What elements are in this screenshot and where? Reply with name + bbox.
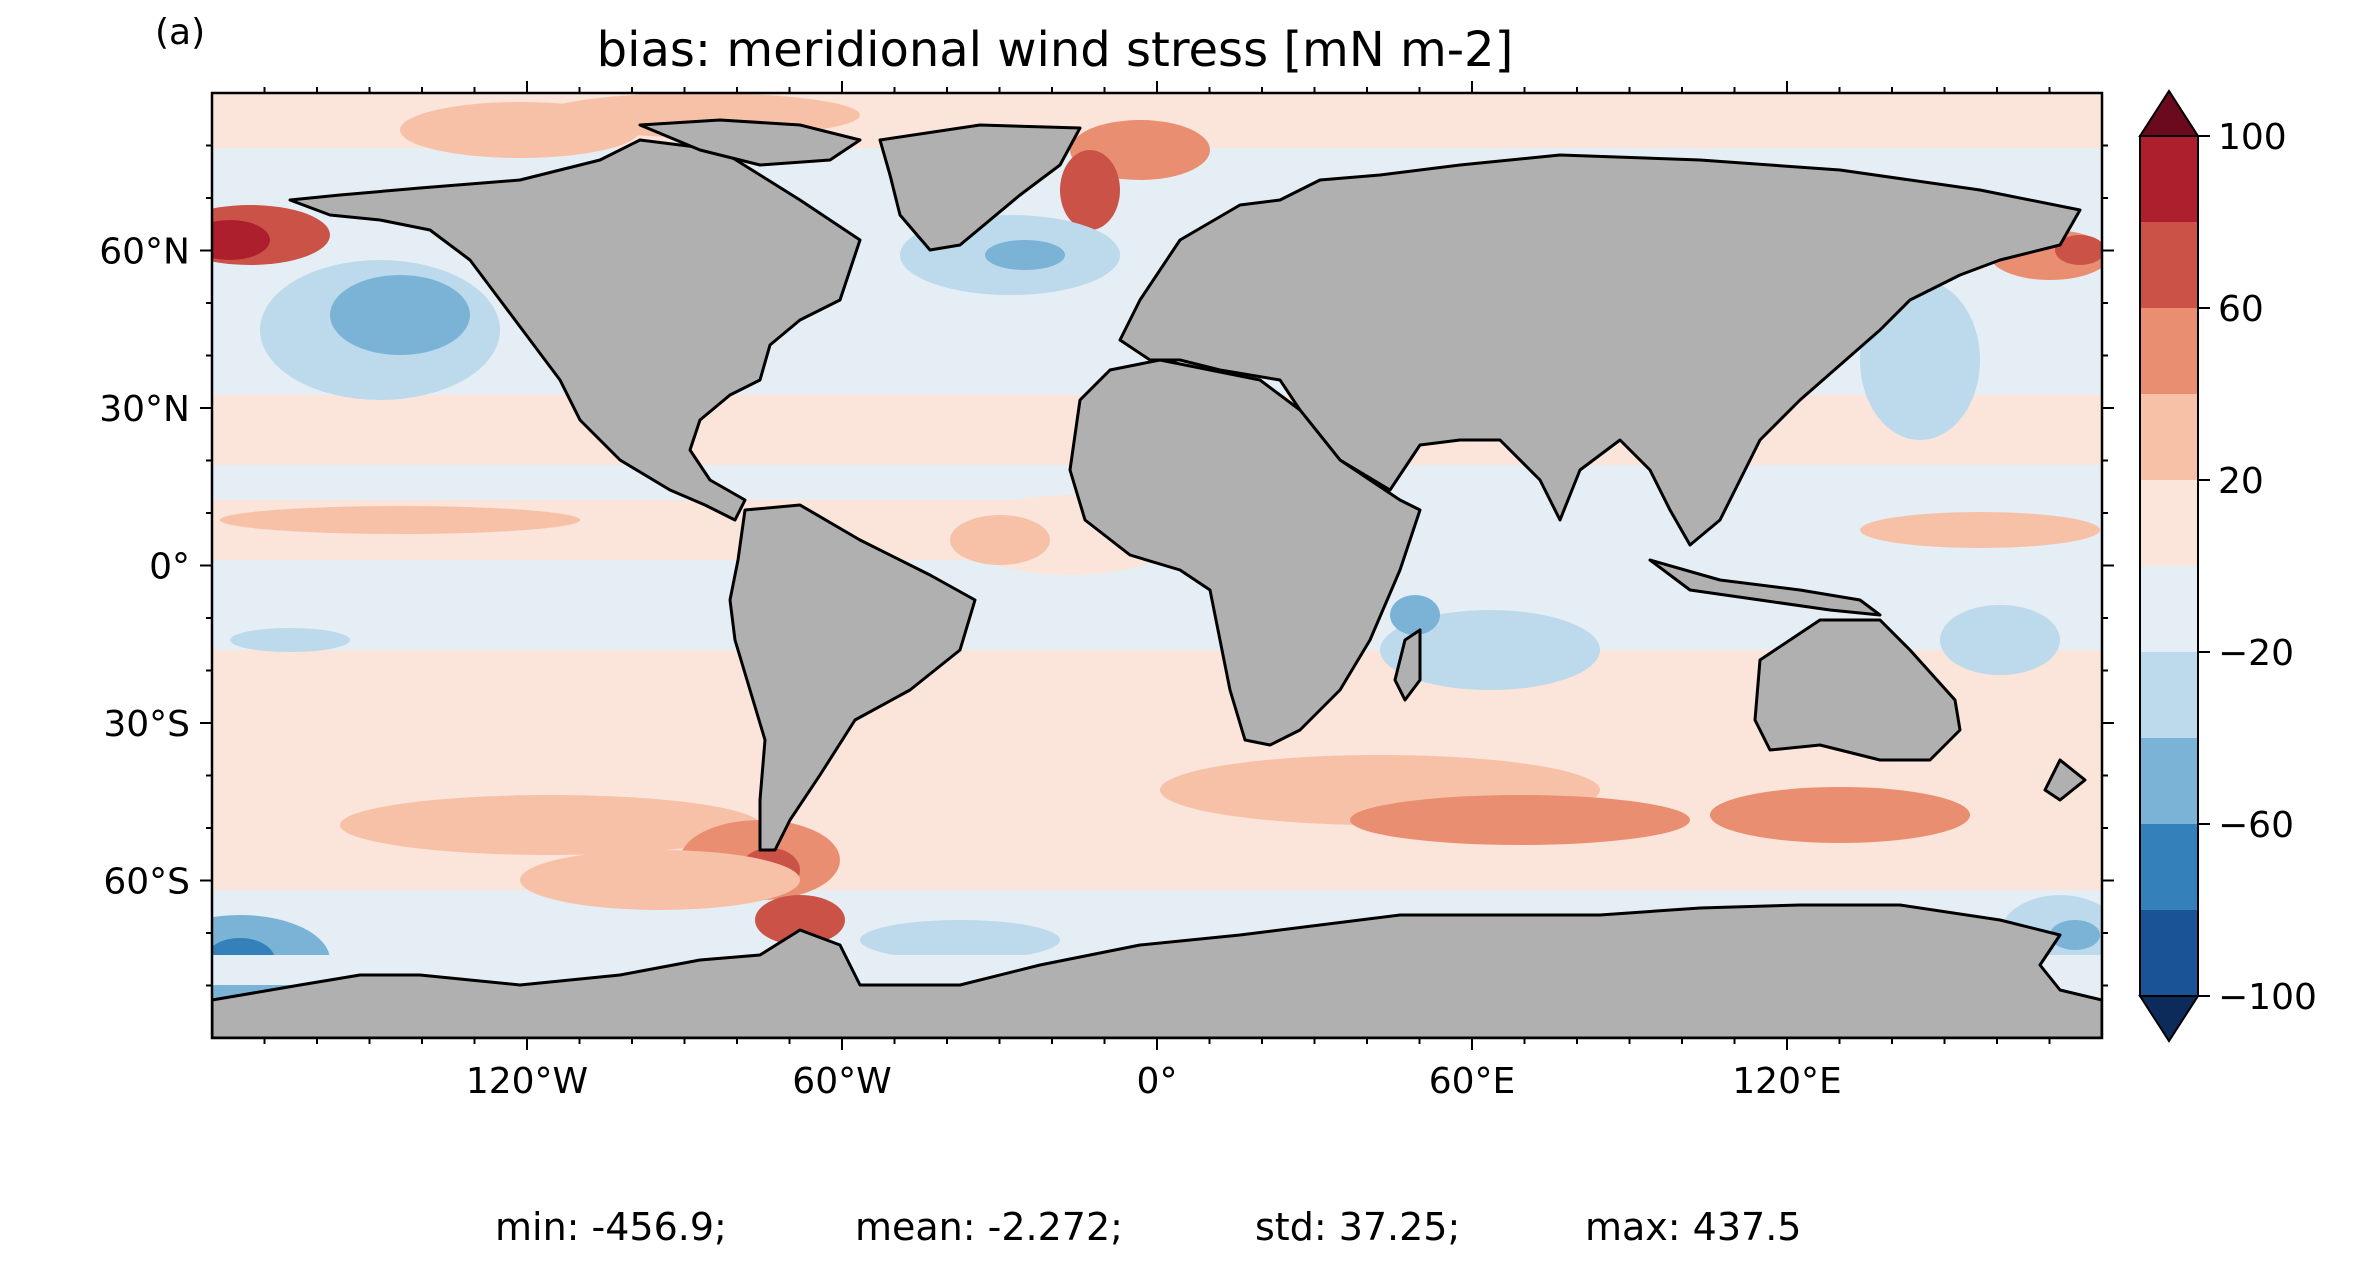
colorbar-tick-label: 100 [2218, 117, 2287, 158]
colorbar-segment [2140, 738, 2198, 824]
lat-tick-label: 0° [149, 547, 190, 588]
land-madagascar [1393, 628, 1422, 702]
field-patch [1390, 595, 1440, 635]
lon-axis: 120°W 60°W 0° 60°E 120°E [263, 81, 2051, 1102]
colorbar-frame [2139, 135, 2199, 997]
colorbar-tick-label: 20 [2218, 461, 2264, 502]
field-patch [330, 275, 470, 355]
field-patch [1940, 605, 2060, 675]
colorbar-segment [2140, 308, 2198, 394]
lon-tick-label: 120°W [466, 1061, 588, 1102]
stat-std: std: 37.25; [1255, 1205, 1461, 1249]
field-patch [230, 628, 350, 652]
land-greenland [878, 123, 1082, 252]
colorbar-segment [2140, 566, 2198, 652]
colorbar: 100 60 20 −20 −60 −100 [2138, 89, 2317, 1043]
field-patch [1380, 610, 1600, 690]
lat-tick-label: 30°S [103, 704, 190, 745]
lat-tick-label: 30°N [99, 389, 190, 430]
field-patch [1710, 787, 1970, 843]
land-africa [1068, 358, 1422, 747]
colorbar-tick-label: 60 [2218, 289, 2264, 330]
stat-mean: mean: -2.272; [855, 1205, 1123, 1249]
field-patch [212, 220, 270, 260]
colorbar-segment [2140, 652, 2198, 738]
colorbar-segment [2140, 910, 2198, 996]
field-patch [950, 515, 1050, 565]
panel-label: (a) [155, 12, 206, 53]
field-patch [985, 240, 1065, 270]
lat-tick-label: 60°N [99, 232, 190, 273]
land-north-america [288, 138, 862, 522]
land-australia [1753, 618, 1962, 762]
land-south-america [728, 503, 977, 852]
land-antarctica [212, 903, 2102, 1038]
field-patch [860, 920, 1060, 960]
lat-tick-label: 60°S [103, 862, 190, 903]
field-patch [520, 850, 800, 910]
land-indonesia [1648, 558, 1882, 617]
land [212, 118, 2102, 1038]
land-new-zealand [2043, 758, 2087, 802]
field-patch [1350, 795, 1690, 845]
field-patch [755, 895, 845, 945]
field-patch [1860, 512, 2100, 548]
colorbar-segment [2140, 136, 2198, 222]
colorbar-tick-label: −60 [2218, 805, 2294, 846]
colorbar-extend-min [2138, 995, 2200, 1043]
stat-min: min: -456.9; [495, 1205, 727, 1249]
colorbar-tick-label: −20 [2218, 633, 2294, 674]
field-patch [220, 506, 580, 534]
stat-max: max: 437.5 [1585, 1205, 1802, 1249]
colorbar-segment [2140, 222, 2198, 308]
colorbar-extend-max [2138, 89, 2200, 137]
lon-tick-label: 0° [1137, 1061, 1178, 1102]
field-patch [2050, 920, 2100, 950]
lon-tick-label: 60°E [1429, 1061, 1516, 1102]
land-canadian-islands [638, 118, 862, 167]
field-patch [1060, 150, 1120, 230]
map-area [212, 93, 2102, 1038]
lat-axis: 60°N 30°N 0° 30°S 60°S [99, 144, 2114, 987]
lon-tick-label: 120°E [1732, 1061, 1841, 1102]
map-title: bias: meridional wind stress [mN m-2] [596, 22, 1514, 78]
colorbar-segment [2140, 394, 2198, 480]
field-patch [2055, 235, 2102, 265]
colorbar-tick-label: −100 [2218, 977, 2317, 1018]
lon-tick-label: 60°W [792, 1061, 891, 1102]
colorbar-segment [2140, 824, 2198, 910]
colorbar-segment [2140, 480, 2198, 566]
field-patch [340, 795, 760, 855]
